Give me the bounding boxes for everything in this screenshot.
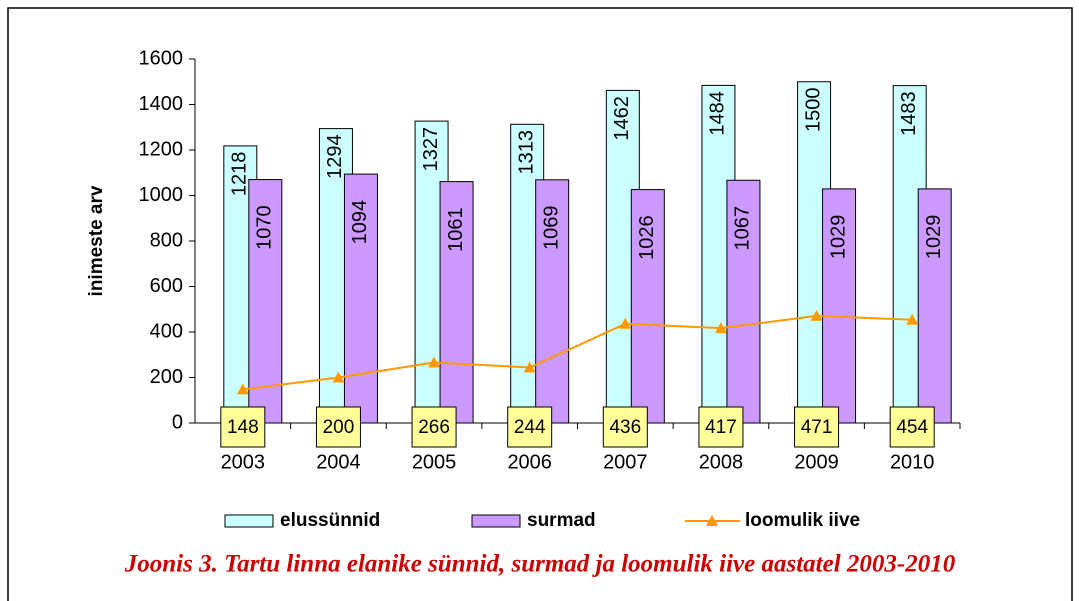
legend-swatch [224, 514, 274, 528]
y-tick-label: 1000 [139, 184, 184, 206]
bar [726, 179, 761, 424]
bar-value-label: 1070 [254, 205, 276, 250]
bar-value-label: 1069 [540, 206, 562, 251]
x-tick-label: 2007 [603, 451, 648, 473]
x-tick-label: 2005 [412, 451, 457, 473]
value-label-box [698, 406, 744, 448]
line-marker [906, 313, 919, 325]
y-axis-label: inimeste arv [86, 185, 107, 296]
bar [343, 173, 378, 424]
x-tick-label: 2010 [890, 451, 935, 473]
legend-label: elussünnid [280, 510, 380, 531]
x-tick-label: 2009 [794, 451, 839, 473]
bar-value-label: 1029 [923, 215, 945, 260]
line-marker [523, 361, 536, 373]
legend-label: surmad [527, 510, 596, 531]
line-marker [236, 383, 249, 395]
value-label-box [889, 406, 935, 448]
bar-value-label: 1462 [611, 96, 633, 140]
x-tick-label: 2006 [507, 451, 552, 473]
y-tick-label: 400 [150, 320, 183, 342]
value-label-box [794, 406, 840, 448]
y-tick-label: 600 [150, 275, 183, 297]
line-value-label: 471 [801, 417, 833, 438]
bar-value-label: 1484 [707, 91, 729, 136]
line-value-label: 266 [418, 417, 450, 438]
bar [917, 188, 952, 424]
frame [7, 7, 1073, 601]
value-label-box [315, 406, 361, 448]
line-marker [810, 309, 823, 321]
bar-value-label: 1294 [324, 134, 346, 179]
line-value-label: 200 [323, 417, 355, 438]
legend-label: loomulik iive [745, 510, 860, 531]
y-tick-label: 1600 [139, 47, 184, 69]
x-tick-label: 2003 [221, 451, 266, 473]
value-label-box [507, 406, 553, 448]
y-tick-label: 0 [172, 411, 183, 433]
bar-value-label: 1067 [732, 206, 754, 251]
bar-value-label: 1500 [802, 88, 824, 133]
bar-value-label: 1327 [420, 127, 442, 172]
bar-value-label: 1483 [898, 91, 920, 135]
bar [439, 181, 474, 424]
bar [630, 189, 665, 424]
bar-value-label: 1026 [636, 215, 658, 260]
y-tick-label: 200 [150, 366, 183, 388]
bar-value-label: 1218 [229, 152, 251, 197]
legend-swatch [471, 514, 521, 528]
line-marker [428, 356, 441, 368]
line-marker [714, 322, 727, 334]
bar-value-label: 1061 [445, 207, 467, 252]
line-value-label: 436 [609, 417, 641, 438]
y-tick-label: 1400 [139, 93, 184, 115]
x-tick-label: 2008 [699, 451, 744, 473]
bar [535, 179, 570, 424]
line [242, 314, 913, 391]
bar-value-label: 1094 [349, 200, 371, 245]
line-marker [619, 317, 632, 329]
x-tick-label: 2004 [316, 451, 361, 473]
line-value-label: 148 [227, 417, 259, 438]
legend-marker [706, 515, 718, 526]
line-value-label: 454 [896, 417, 928, 438]
bar-value-label: 1029 [827, 215, 849, 260]
caption: Joonis 3. Tartu linna elanike sünnid, su… [124, 551, 956, 578]
bar-value-label: 1313 [515, 130, 537, 175]
y-tick-label: 1200 [139, 138, 184, 160]
value-label-box [411, 406, 457, 448]
value-label-box [602, 406, 648, 448]
bar [248, 179, 283, 424]
line-value-label: 417 [705, 417, 737, 438]
line-value-label: 244 [514, 417, 546, 438]
line-marker [332, 371, 345, 383]
bar [822, 188, 857, 424]
value-label-box [220, 406, 266, 448]
y-tick-label: 800 [150, 229, 183, 251]
